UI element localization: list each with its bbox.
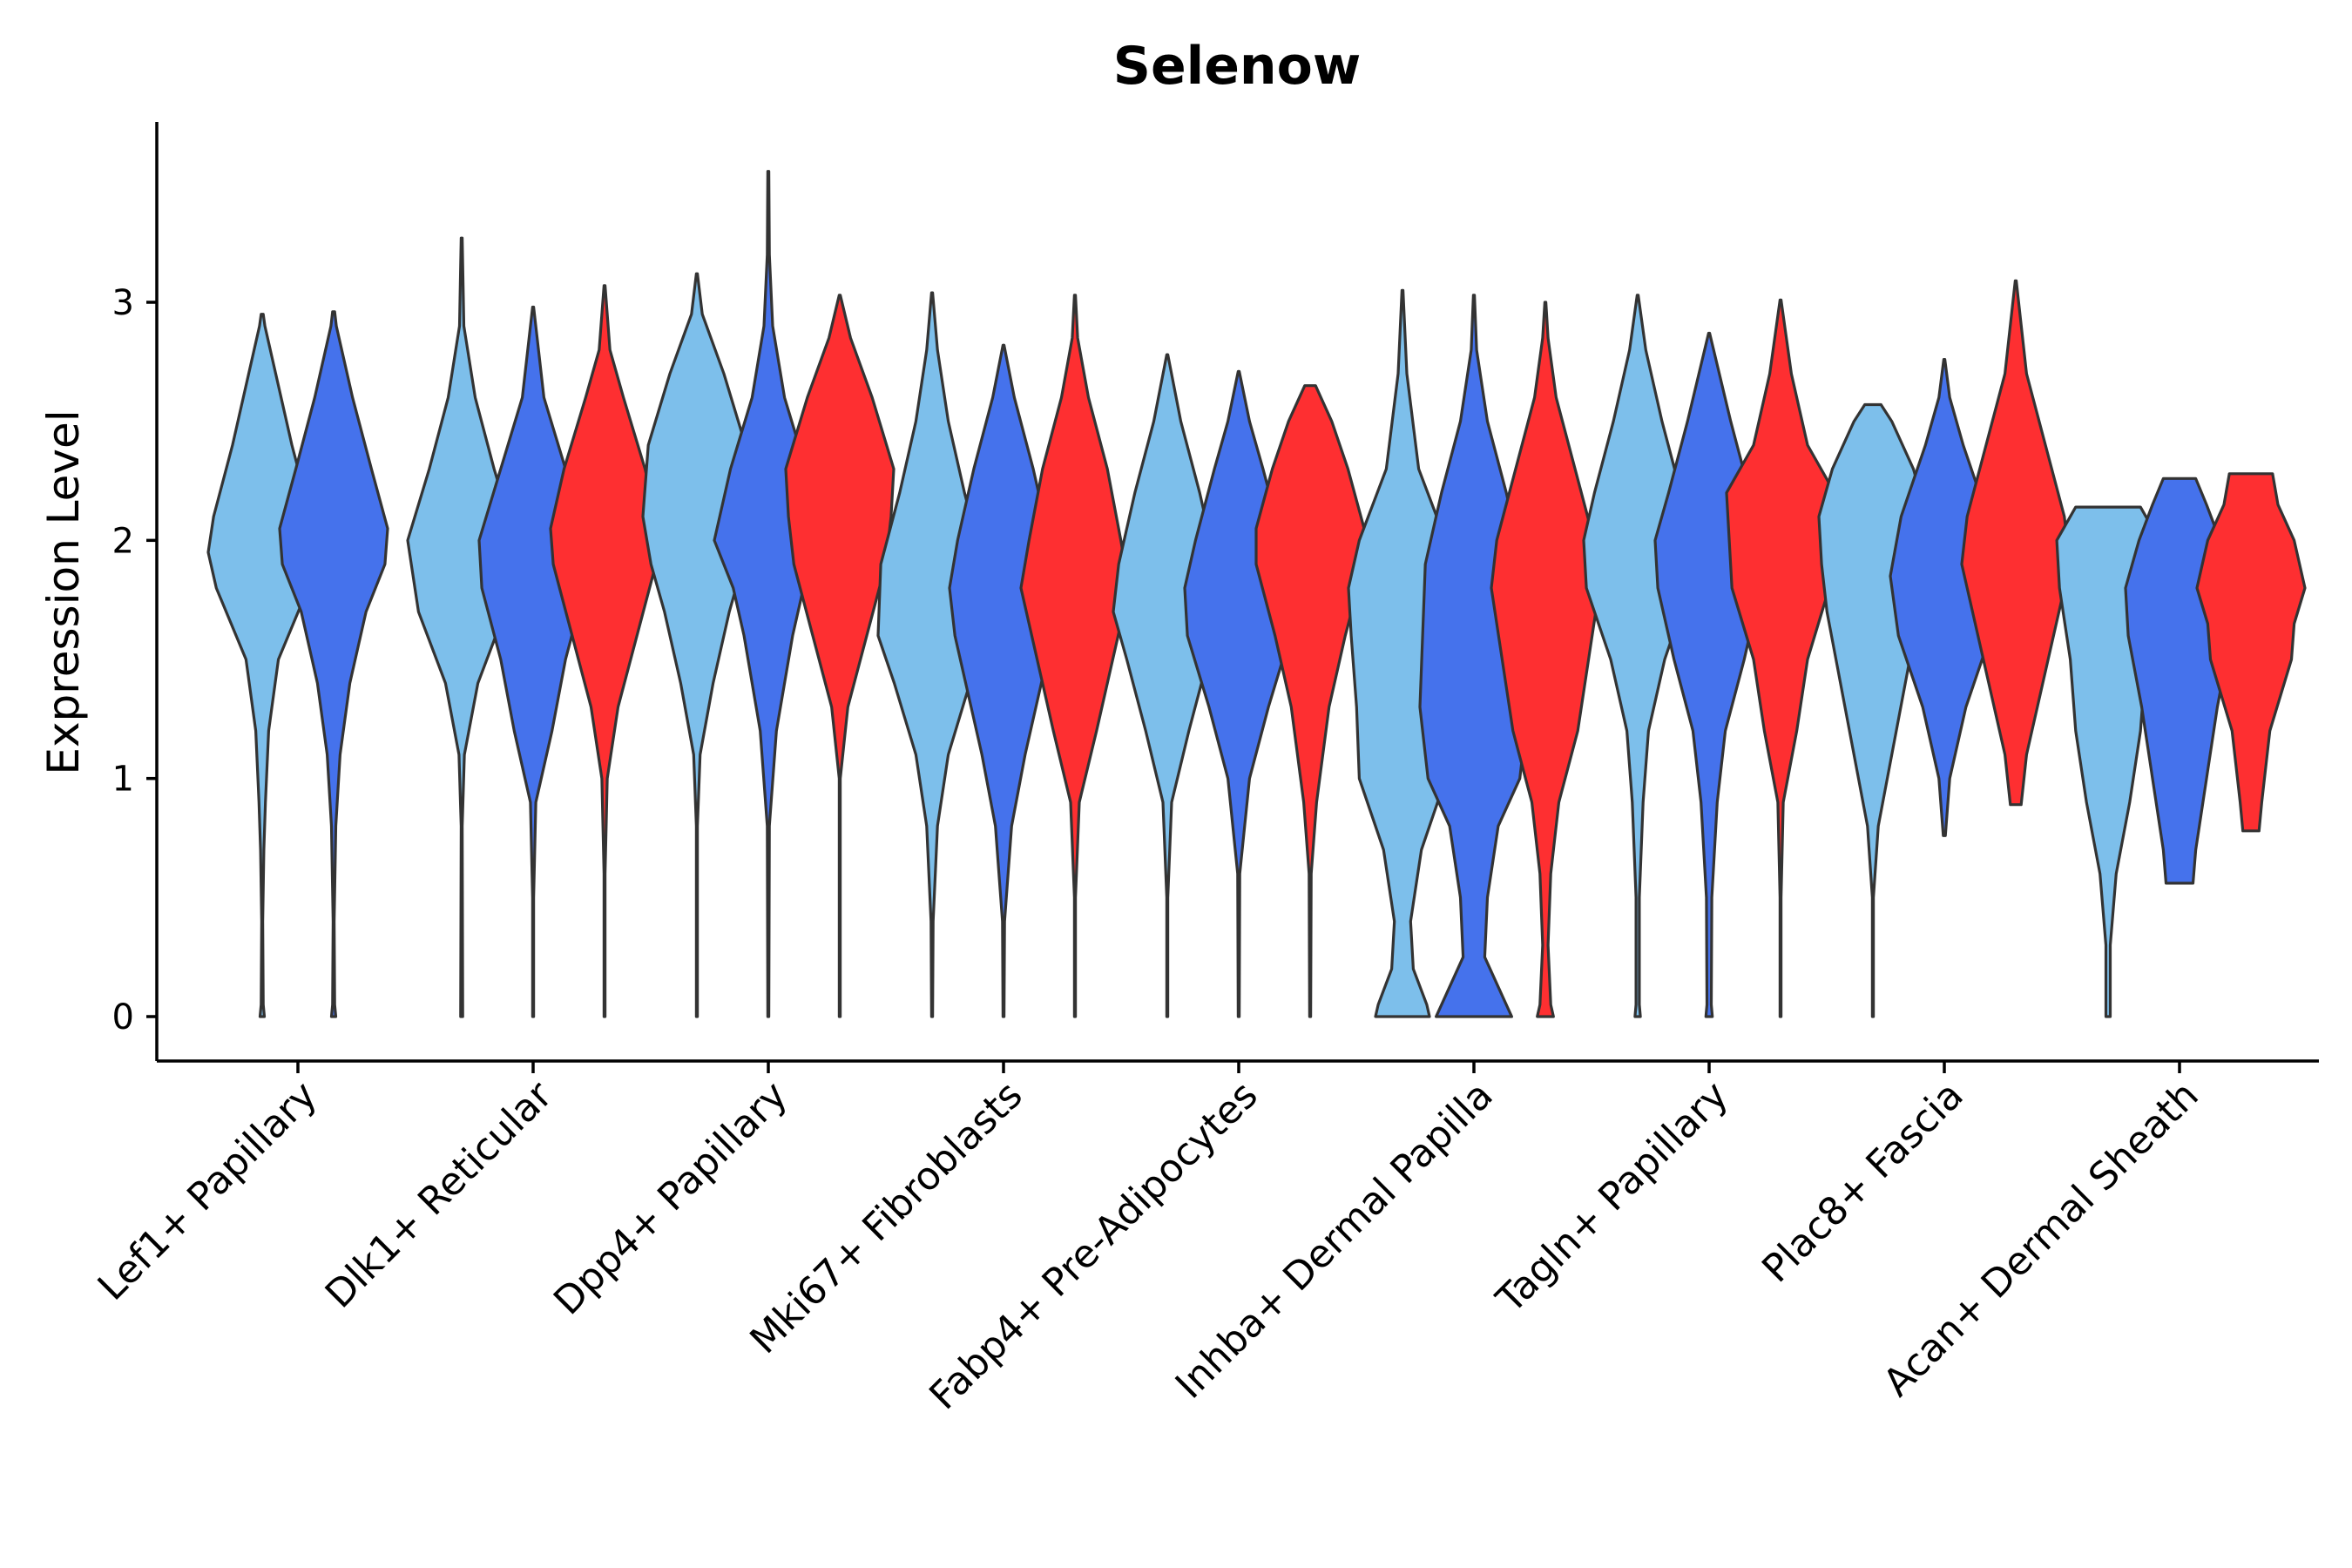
x-category-label: Dpp4+ Papillary [545,1073,796,1324]
violin-1-light_blue [206,313,318,1018]
violin-2-light_blue [406,236,517,1018]
violin-7-red [1725,298,1836,1018]
violin-6-light_blue [1347,288,1458,1018]
y-axis-label: Expression Level [38,409,89,774]
x-category-label: Dlk1+ Reticular [317,1072,562,1317]
violin-7-blue [1653,331,1765,1018]
y-ticks: 0 1 2 3 [112,283,157,1037]
violin-4-blue [948,343,1059,1018]
violin-8-red [1960,279,2072,807]
violin-3-red [784,294,896,1018]
violin-6-blue [1418,294,1530,1018]
violin-1-blue [278,310,389,1018]
violin-5-red [1254,384,1366,1018]
chart-title: Selenow [1113,36,1362,97]
y-tick-label: 3 [112,283,134,323]
violin-4-red [1019,294,1131,1018]
violin-2-blue [477,305,589,1018]
violin-4-light_blue [876,291,988,1018]
violin-6-red [1490,301,1601,1018]
violins-layer [206,170,2307,1018]
x-category-label: Tagln+ Papillary [1488,1073,1737,1322]
y-tick-label: 2 [112,521,134,561]
violin-3-light_blue [641,272,753,1018]
violin-5-light_blue [1112,353,1223,1018]
violin-3-blue [713,170,824,1018]
x-category-label: Plac8+ Fascia [1754,1073,1972,1292]
violin-2-red [549,284,660,1018]
violin-9-red [2195,472,2307,833]
y-tick-label: 0 [112,997,134,1037]
x-category-label: Lef1+ Papillary [90,1073,326,1309]
y-tick-label: 1 [112,760,134,800]
violin-7-light_blue [1582,294,1693,1018]
